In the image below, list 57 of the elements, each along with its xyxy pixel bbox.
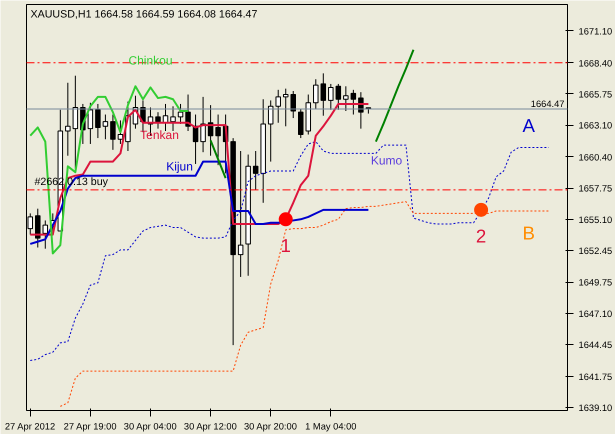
- y-tick-label: 1644.45: [578, 340, 612, 350]
- candlestick: [252, 150, 258, 190]
- y-tick-label: 1641.75: [578, 372, 612, 382]
- line-series: [30, 141, 550, 361]
- candlestick: [170, 106, 176, 132]
- candlestick: [88, 102, 94, 144]
- candlestick: [328, 83, 334, 110]
- candlestick: [72, 75, 78, 170]
- y-tick-label: 1665.75: [578, 89, 612, 100]
- x-tick-label: 27 Apr 2012: [4, 422, 56, 432]
- candlestick: [102, 114, 108, 140]
- candlestick: [298, 108, 304, 139]
- ref-line-label: 1664.47: [530, 99, 565, 109]
- candlestick: [215, 114, 221, 166]
- candlestick: [336, 83, 342, 110]
- annotation: Kumo: [370, 154, 402, 168]
- series-label: Kijun: [166, 160, 193, 174]
- candlestick: [268, 100, 274, 162]
- candlestick: [65, 82, 71, 156]
- line-series: [374, 48, 414, 143]
- candlestick: [290, 90, 296, 119]
- candlestick: [320, 72, 326, 116]
- series-label: Tenkan: [140, 128, 179, 142]
- y-tick-label: 1657.75: [578, 184, 612, 194]
- y-tick-label: 1668.40: [578, 58, 612, 68]
- candlestick: [275, 89, 281, 124]
- annotation: 1: [280, 234, 291, 256]
- candlestick: [95, 103, 101, 139]
- y-tick-label: 1660.40: [578, 152, 612, 162]
- candlestick: [282, 88, 288, 127]
- series-label: B: [522, 222, 535, 244]
- candlestick: [155, 112, 161, 130]
- candlestick: [42, 220, 48, 250]
- line-series: [60, 201, 550, 407]
- candlestick: [343, 86, 349, 112]
- y-tick-label: 1652.45: [578, 246, 612, 256]
- y-tick-label: 1647.10: [578, 308, 612, 319]
- x-tick-label: 27 Apr 19:00: [64, 422, 117, 432]
- candlestick: [35, 208, 41, 248]
- y-tick-label: 1663.10: [578, 120, 612, 131]
- x-tick-label: 1 May 04:00: [305, 422, 356, 432]
- chart-title: XAUUSD,H1 1664.58 1664.59 1664.08 1664.47: [30, 8, 258, 20]
- candlestick: [238, 150, 244, 278]
- x-tick-label: 30 Apr 04:00: [124, 422, 177, 432]
- candlestick: [313, 78, 319, 110]
- y-tick-label: 1655.10: [578, 214, 612, 225]
- candlestick: [350, 89, 356, 116]
- x-tick-label: 30 Apr 20:00: [244, 422, 297, 432]
- series-label: Chinkou: [128, 53, 172, 68]
- annotation: 2: [476, 225, 486, 246]
- series-label: A: [522, 114, 536, 136]
- x-tick-label: 30 Apr 12:00: [184, 422, 237, 432]
- y-tick-label: 1671.10: [578, 26, 612, 36]
- y-tick-label: 1649.75: [578, 278, 612, 288]
- candlestick: [110, 114, 116, 150]
- y-tick-label: 1639.10: [578, 403, 612, 414]
- candlestick: [118, 120, 124, 144]
